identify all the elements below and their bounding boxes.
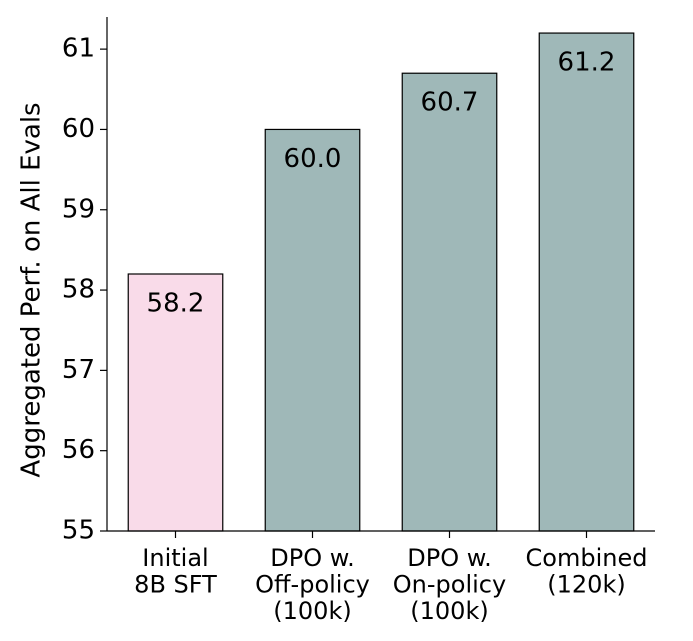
y-tick-label: 55 — [62, 516, 95, 546]
bar — [538, 32, 635, 532]
y-axis-label: Aggregated Perf. on All Evals — [17, 102, 47, 477]
value-label: 60.0 — [284, 144, 342, 174]
bar — [264, 128, 361, 532]
x-tick-label: Initial 8B SFT — [134, 544, 217, 598]
y-tick-label: 56 — [62, 435, 95, 465]
value-label: 61.2 — [558, 48, 616, 78]
x-tick-label: DPO w. On-policy (100k) — [393, 544, 506, 625]
value-label: 60.7 — [421, 88, 479, 118]
y-tick-label: 57 — [62, 355, 95, 385]
y-tick-label: 60 — [62, 114, 95, 144]
x-tick-label: DPO w. Off-policy (100k) — [255, 544, 370, 625]
y-tick-label: 58 — [62, 275, 95, 305]
x-tick-label: Combined (120k) — [526, 544, 648, 598]
value-label: 58.2 — [147, 289, 205, 319]
y-tick-label: 61 — [62, 34, 95, 64]
y-tick-label: 59 — [62, 194, 95, 224]
bar — [401, 72, 498, 532]
